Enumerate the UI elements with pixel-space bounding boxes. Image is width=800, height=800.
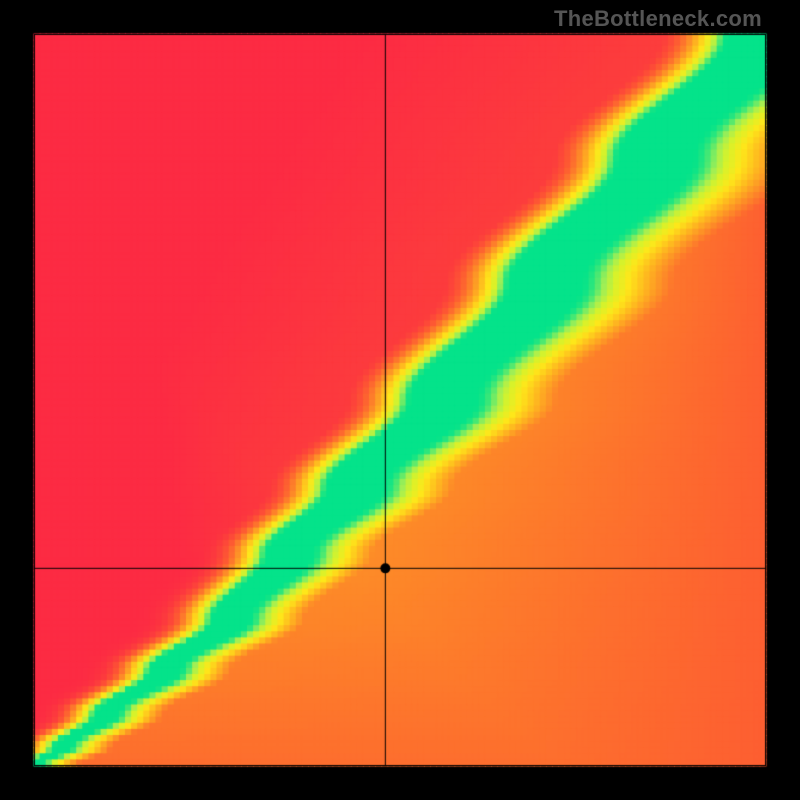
bottleneck-heatmap [0, 0, 800, 800]
watermark-label: TheBottleneck.com [554, 6, 762, 32]
chart-container: TheBottleneck.com [0, 0, 800, 800]
